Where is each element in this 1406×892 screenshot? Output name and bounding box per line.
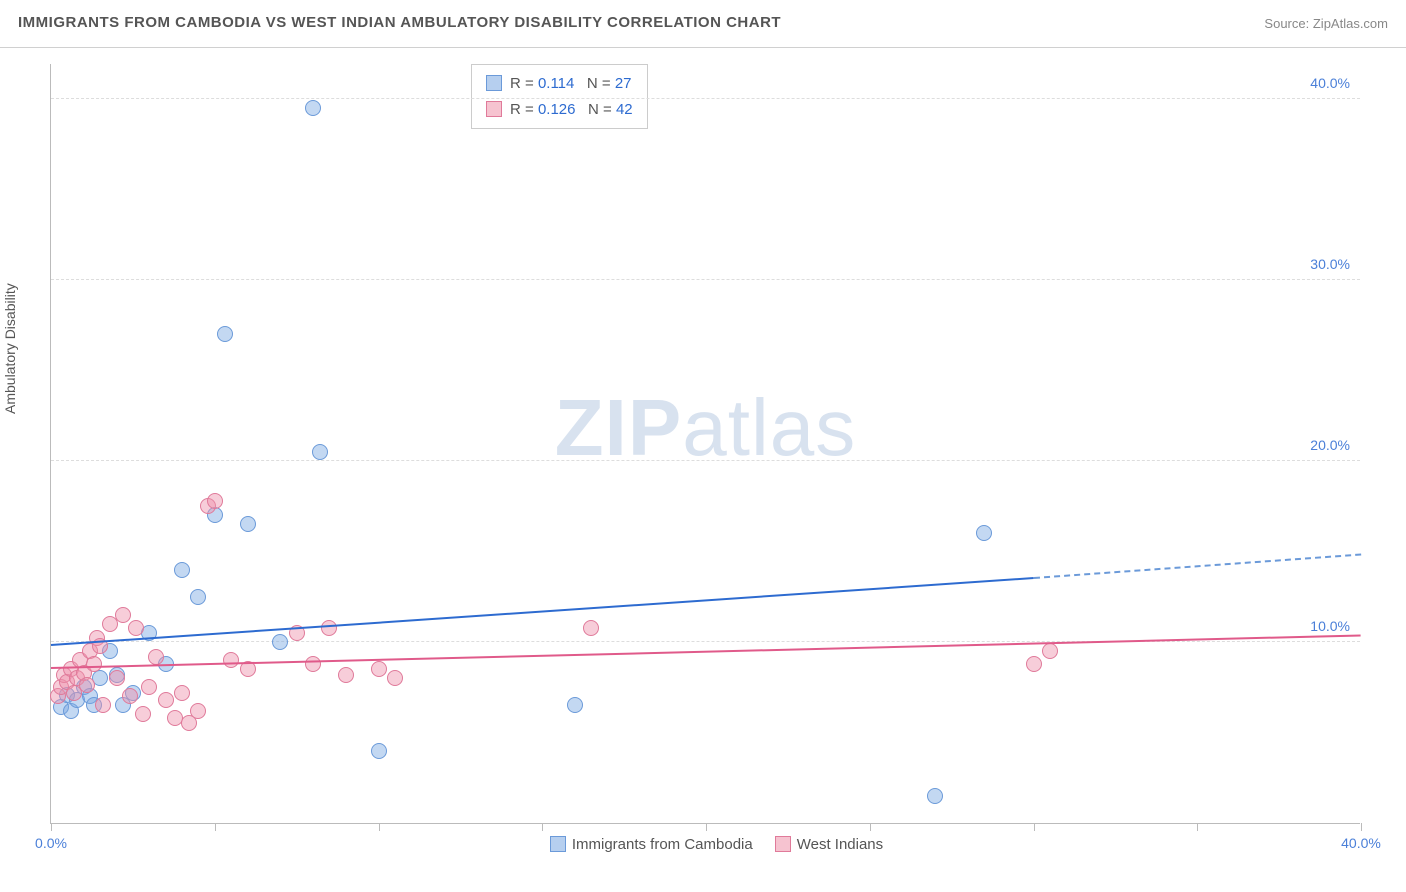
gridline-h	[51, 279, 1360, 280]
data-point	[240, 516, 256, 532]
y-tick-label: 30.0%	[1310, 256, 1350, 272]
trend-line	[51, 577, 1034, 646]
data-point	[122, 688, 138, 704]
trend-line	[1033, 553, 1361, 579]
legend-swatch	[550, 836, 566, 852]
data-point	[115, 607, 131, 623]
data-point	[338, 667, 354, 683]
data-point	[95, 697, 111, 713]
x-tick	[379, 823, 380, 831]
stats-legend: R = 0.114 N = 27R = 0.126 N = 42	[471, 64, 648, 129]
chart-header: IMMIGRANTS FROM CAMBODIA VS WEST INDIAN …	[0, 0, 1406, 48]
legend-label: West Indians	[797, 836, 883, 853]
data-point	[387, 670, 403, 686]
legend-label: Immigrants from Cambodia	[572, 836, 753, 853]
data-point	[158, 692, 174, 708]
data-point	[148, 649, 164, 665]
data-point	[109, 670, 125, 686]
data-point	[371, 661, 387, 677]
trend-line	[51, 635, 1361, 670]
series-legend: Immigrants from Cambodia West Indians	[51, 836, 1360, 853]
x-tick-label: 0.0%	[35, 835, 67, 851]
x-tick	[870, 823, 871, 831]
x-tick-label: 40.0%	[1341, 835, 1381, 851]
chart-source: Source: ZipAtlas.com	[1264, 16, 1388, 31]
data-point	[305, 656, 321, 672]
data-point	[190, 589, 206, 605]
data-point	[321, 620, 337, 636]
x-tick	[215, 823, 216, 831]
legend-swatch	[486, 101, 502, 117]
data-point	[217, 326, 233, 342]
y-tick-label: 40.0%	[1310, 75, 1350, 91]
chart-title: IMMIGRANTS FROM CAMBODIA VS WEST INDIAN …	[18, 14, 781, 31]
x-tick	[51, 823, 52, 831]
y-axis-label: Ambulatory Disability	[2, 283, 18, 414]
data-point	[79, 677, 95, 693]
data-point	[207, 493, 223, 509]
data-point	[272, 634, 288, 650]
data-point	[976, 525, 992, 541]
data-point	[927, 788, 943, 804]
legend-swatch	[775, 836, 791, 852]
y-tick-label: 10.0%	[1310, 618, 1350, 634]
data-point	[305, 100, 321, 116]
data-point	[567, 697, 583, 713]
data-point	[174, 562, 190, 578]
x-tick	[1197, 823, 1198, 831]
data-point	[135, 706, 151, 722]
data-point	[223, 652, 239, 668]
data-point	[86, 656, 102, 672]
data-point	[371, 743, 387, 759]
data-point	[1026, 656, 1042, 672]
data-point	[312, 444, 328, 460]
stats-row: R = 0.114 N = 27	[486, 71, 633, 97]
data-point	[174, 685, 190, 701]
x-tick	[542, 823, 543, 831]
gridline-h	[51, 98, 1360, 99]
legend-swatch	[486, 75, 502, 91]
x-tick	[1034, 823, 1035, 831]
stats-row: R = 0.126 N = 42	[486, 97, 633, 123]
data-point	[190, 703, 206, 719]
data-point	[1042, 643, 1058, 659]
data-point	[583, 620, 599, 636]
gridline-h	[51, 460, 1360, 461]
x-tick	[706, 823, 707, 831]
y-tick-label: 20.0%	[1310, 437, 1350, 453]
data-point	[128, 620, 144, 636]
scatter-plot-area: ZIPatlas R = 0.114 N = 27R = 0.126 N = 4…	[50, 64, 1360, 824]
x-tick	[1361, 823, 1362, 831]
data-point	[141, 679, 157, 695]
